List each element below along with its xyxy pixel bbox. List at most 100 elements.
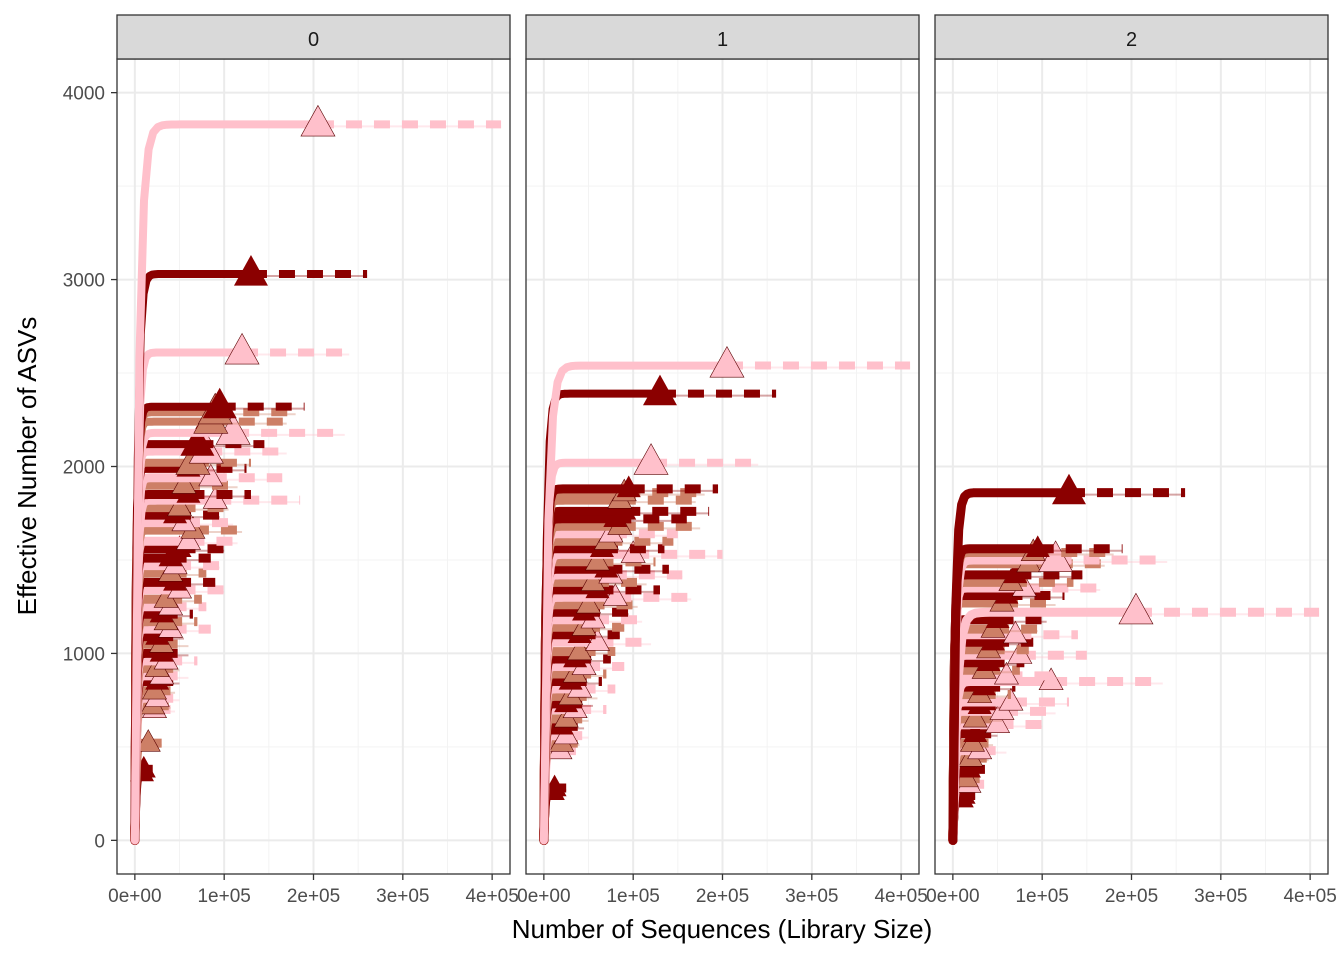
observed-triangle-marker <box>963 720 988 743</box>
observed-triangle-marker <box>584 547 610 571</box>
rarefaction-curve <box>539 495 625 845</box>
rarefaction-curve <box>130 417 215 845</box>
observed-triangle-marker <box>1118 592 1154 625</box>
observed-triangle-marker <box>642 374 677 406</box>
observed-triangle-marker <box>202 387 237 419</box>
observed-triangle-marker <box>300 104 336 137</box>
y-tick-label: 0 <box>94 831 105 852</box>
facet-strip <box>525 14 920 60</box>
rarefaction-series <box>539 443 759 845</box>
observed-triangle-marker <box>962 704 988 728</box>
observed-triangle-marker <box>175 527 201 550</box>
rarefaction-series <box>539 475 719 845</box>
rarefaction-curve <box>539 536 611 845</box>
rarefaction-series <box>539 374 777 845</box>
x-tick-label: 4e+05 <box>1283 886 1336 907</box>
observed-triangle-marker <box>612 497 637 520</box>
observed-triangle-marker <box>135 729 161 752</box>
rarefaction-curve <box>130 536 193 845</box>
panel-series <box>948 473 1320 845</box>
rarefaction-series <box>948 473 1186 845</box>
panel-series <box>539 345 911 845</box>
rarefaction-curve <box>539 361 731 845</box>
observed-triangle-marker <box>1051 473 1086 505</box>
observed-triangle-marker <box>956 755 981 778</box>
panel-grid <box>117 59 510 874</box>
x-tick-label: 2e+05 <box>1105 886 1158 907</box>
facet-strip-label: 2 <box>1126 29 1137 51</box>
x-axis: 0e+00 1e+05 2e+05 3e+05 4e+05 <box>926 874 1337 907</box>
x-axis: 0e+00 1e+05 2e+05 3e+05 4e+05 <box>517 874 928 907</box>
rarefaction-curve <box>539 458 655 845</box>
rarefaction-series <box>130 254 368 845</box>
observed-triangle-marker <box>616 475 641 498</box>
rarefaction-series <box>130 463 283 845</box>
x-axis-title: Number of Sequences (Library Size) <box>512 914 933 944</box>
observed-triangle-marker <box>584 628 610 651</box>
observed-triangle-marker <box>567 637 593 661</box>
rarefaction-series <box>948 535 1123 845</box>
rarefaction-series <box>130 527 238 845</box>
x-tick-label: 3e+05 <box>376 886 429 907</box>
x-tick-label: 1e+05 <box>1015 886 1068 907</box>
facet-strip <box>116 14 511 60</box>
x-axis: 0e+00 1e+05 2e+05 3e+05 4e+05 <box>108 874 519 907</box>
rarefaction-curve <box>130 495 220 845</box>
observed-triangle-marker <box>233 254 268 286</box>
x-tick-label: 1e+05 <box>197 886 250 907</box>
observed-triangle-marker <box>171 471 197 494</box>
x-tick-label: 2e+05 <box>696 886 749 907</box>
observed-triangle-marker <box>985 606 1010 628</box>
observed-triangle-marker <box>976 649 1001 671</box>
observed-triangle-marker <box>1003 561 1028 584</box>
rarefaction-curve <box>539 389 664 845</box>
rarefaction-series <box>539 497 710 845</box>
y-tick-label: 4000 <box>63 84 105 105</box>
observed-triangle-marker <box>985 710 1011 733</box>
observed-triangle-marker <box>998 688 1024 711</box>
rarefaction-curve <box>130 348 246 845</box>
rarefaction-curve <box>539 506 629 845</box>
rarefaction-curve <box>130 408 220 845</box>
observed-triangle-marker <box>580 568 606 591</box>
x-tick-label: 2e+05 <box>287 886 340 907</box>
panel-series <box>130 104 502 845</box>
observed-triangle-marker <box>1025 535 1050 557</box>
rarefaction-series <box>130 387 305 845</box>
facet-strip <box>934 14 1329 60</box>
rarefaction-curve <box>130 120 322 845</box>
observed-triangle-marker <box>981 628 1006 651</box>
facet-panel-1: 1 0e+00 1e+05 2e+05 3e+05 4e+05 <box>517 14 928 907</box>
rarefaction-series <box>130 332 350 845</box>
rarefaction-curve <box>130 473 216 845</box>
x-tick-label: 3e+05 <box>1194 886 1247 907</box>
facet-strip-label: 0 <box>308 29 319 51</box>
facet-panel-2: 2 0e+00 1e+05 2e+05 3e+05 4e+05 <box>926 14 1337 907</box>
x-tick-label: 0e+00 <box>926 886 979 907</box>
observed-triangle-marker <box>709 345 745 378</box>
rarefaction-curve <box>130 270 255 845</box>
y-axis: 0 1000 2000 3000 4000 <box>63 84 117 852</box>
y-tick-label: 2000 <box>63 458 105 479</box>
facet-panel-0: 0 0e+00 1e+05 2e+05 3e+05 4e+05 <box>108 14 519 907</box>
observed-triangle-marker <box>145 623 170 645</box>
rarefaction-curve <box>539 484 634 845</box>
rarefaction-series <box>539 345 911 845</box>
rarefaction-curve <box>539 549 638 845</box>
y-tick-label: 3000 <box>63 271 105 292</box>
y-axis-title: Effective Number of ASVs <box>12 317 42 616</box>
x-tick-label: 4e+05 <box>874 886 927 907</box>
rarefaction-series <box>130 486 301 845</box>
rarefaction-curve <box>948 544 1043 845</box>
observed-triangle-marker <box>602 583 628 606</box>
observed-triangle-marker <box>576 590 602 614</box>
rarefaction-curve <box>539 514 620 845</box>
rarefaction-curve <box>948 488 1074 845</box>
x-tick-label: 0e+00 <box>108 886 161 907</box>
observed-triangle-marker <box>994 582 1019 604</box>
x-tick-label: 3e+05 <box>785 886 838 907</box>
observed-triangle-marker <box>198 463 224 487</box>
facet-strip-label: 1 <box>717 29 728 51</box>
